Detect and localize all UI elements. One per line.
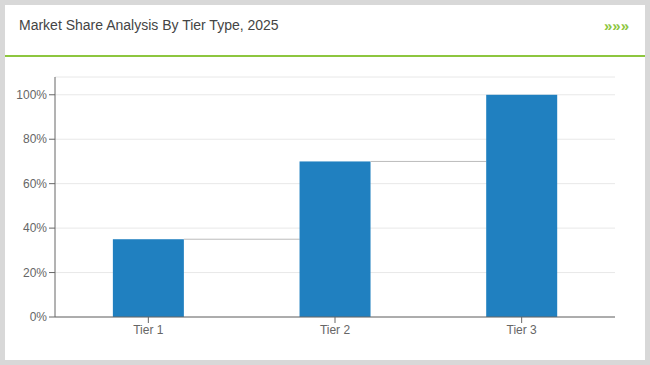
svg-text:0%: 0% bbox=[30, 310, 48, 324]
svg-text:Tier 3: Tier 3 bbox=[507, 323, 538, 337]
svg-text:Tier 1: Tier 1 bbox=[133, 323, 164, 337]
svg-text:100%: 100% bbox=[16, 88, 47, 102]
html-text:Market Share Analysis By Tier: Market Share Analysis By Tier Type, 2025 bbox=[19, 17, 279, 33]
svg-text:20%: 20% bbox=[23, 266, 47, 280]
svg-text:40%: 40% bbox=[23, 221, 47, 235]
svg-text:Tier 2: Tier 2 bbox=[320, 323, 351, 337]
svg-text:60%: 60% bbox=[23, 177, 47, 191]
svg-text:80%: 80% bbox=[23, 132, 47, 146]
